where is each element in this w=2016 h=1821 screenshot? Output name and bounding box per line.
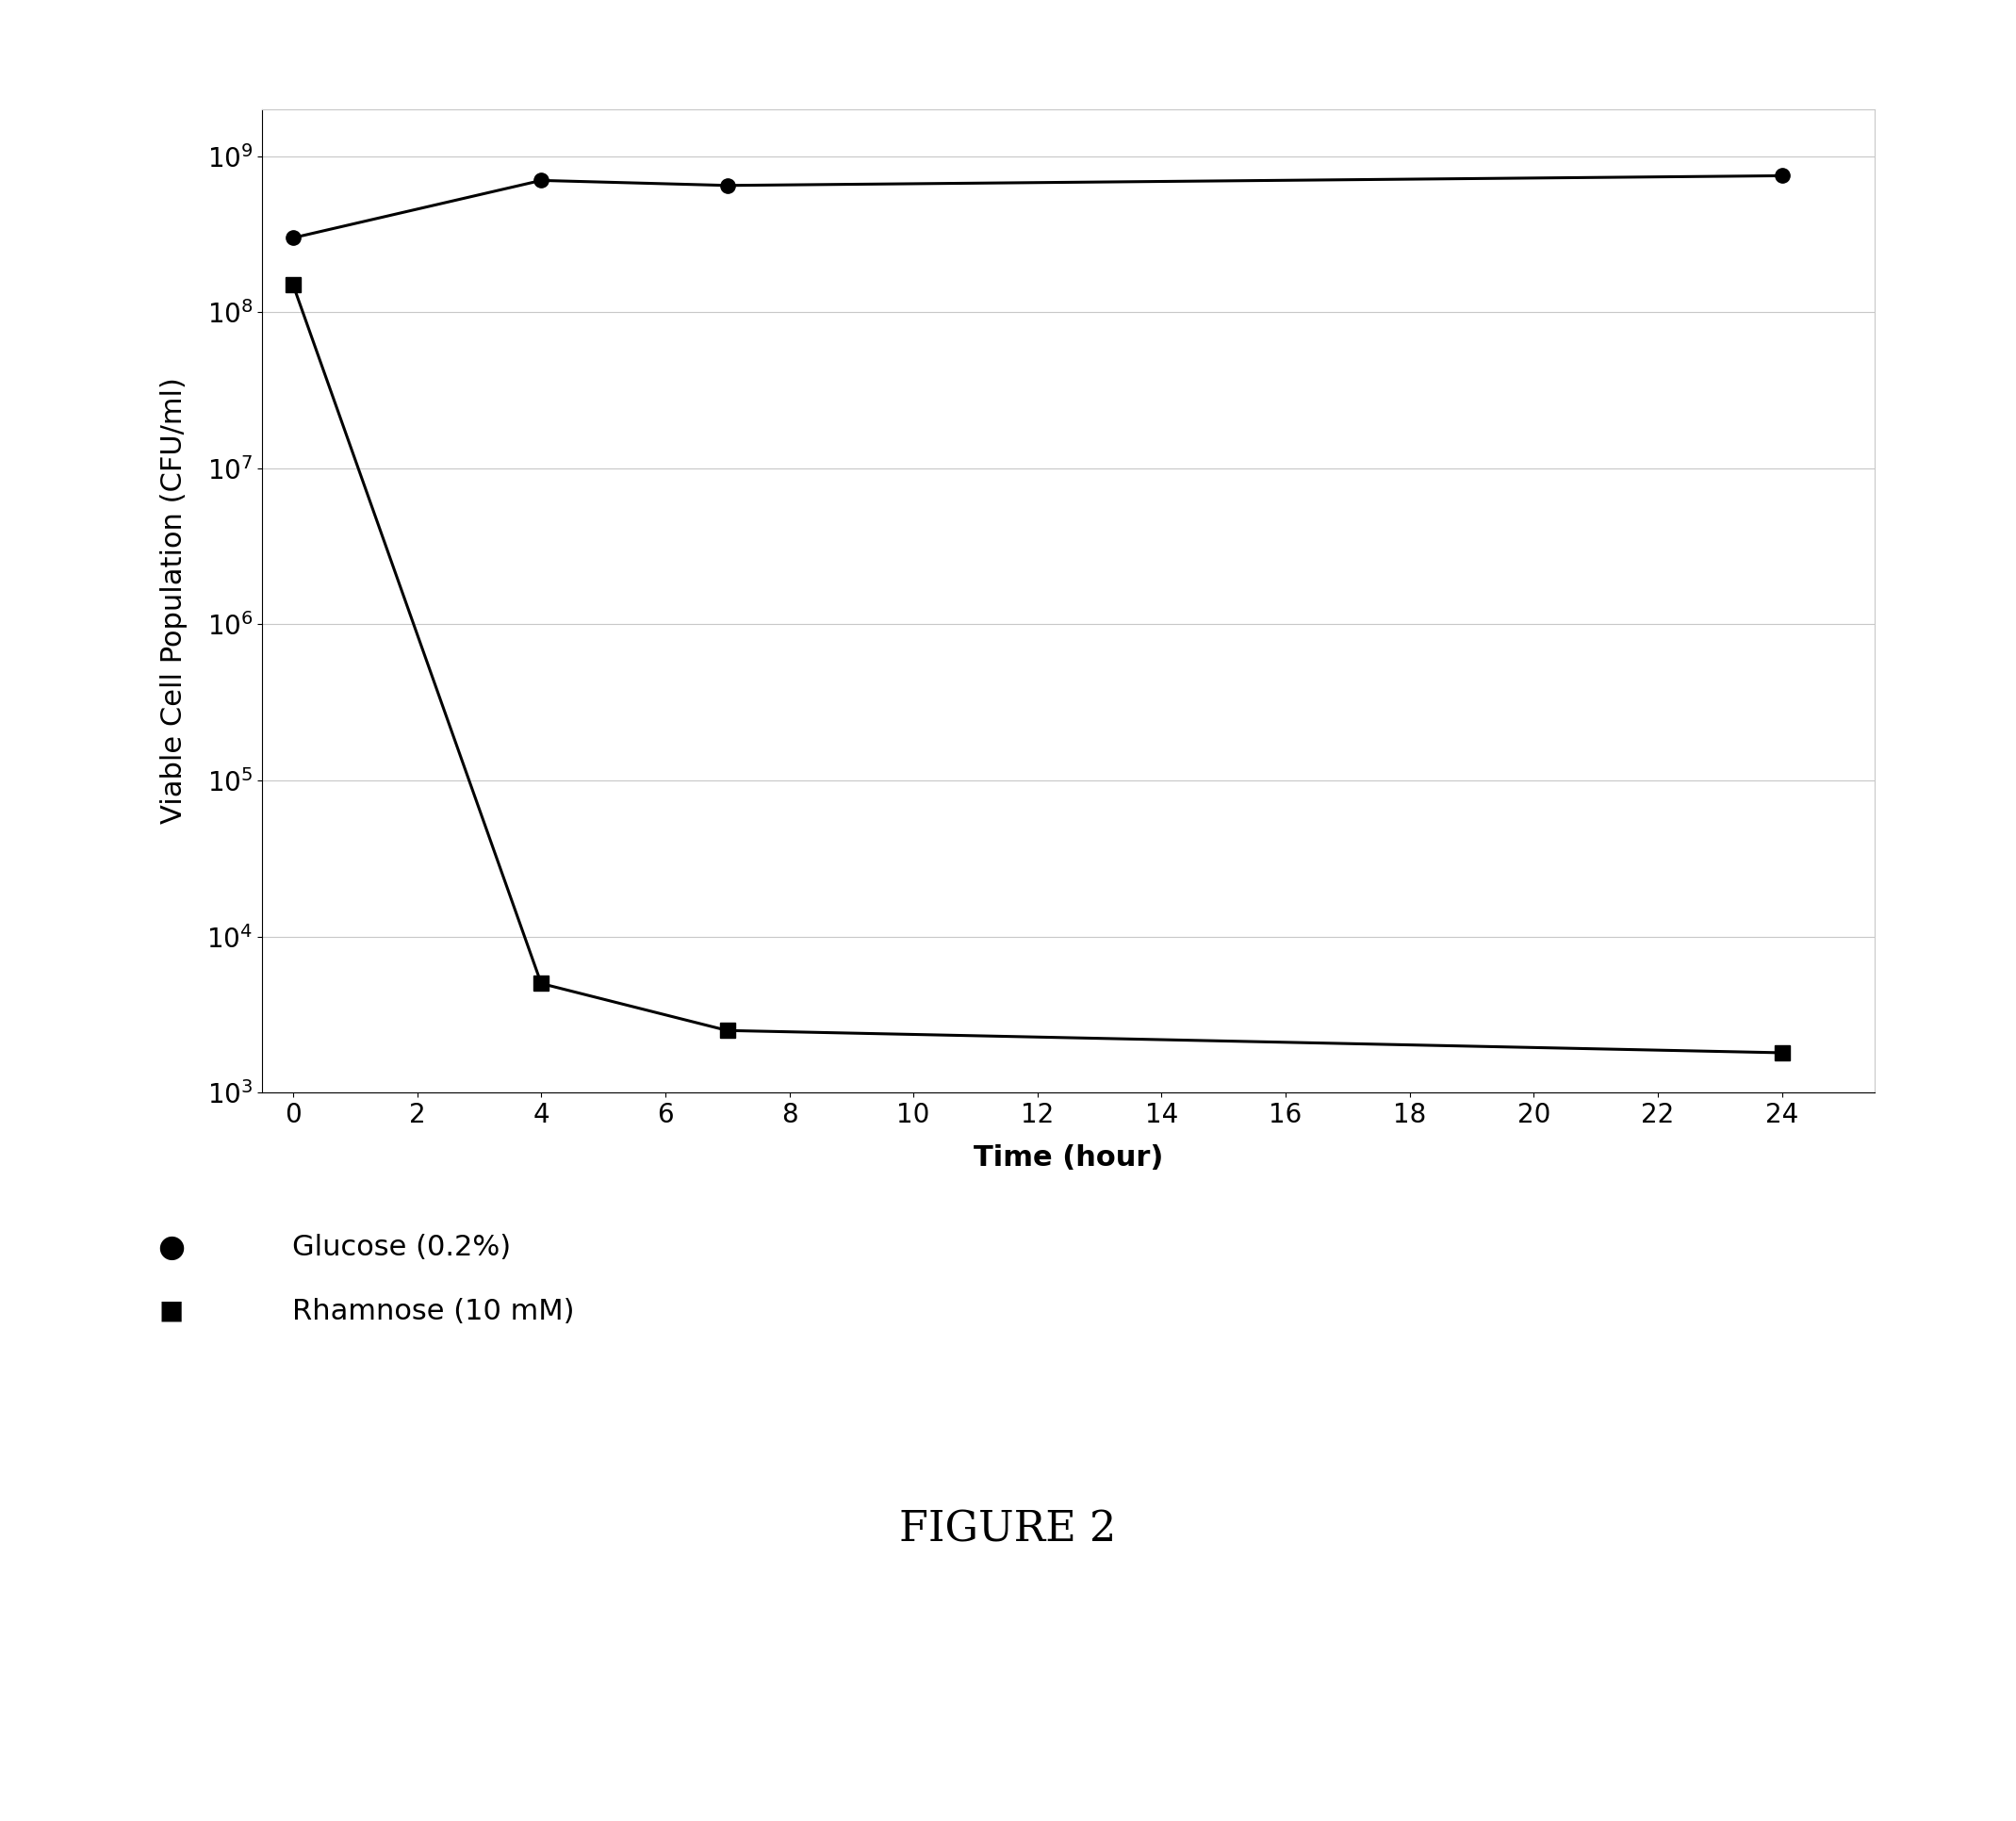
- Y-axis label: Viable Cell Population (CFU/ml): Viable Cell Population (CFU/ml): [159, 377, 187, 825]
- Line: Rhamnose (10 mM): Rhamnose (10 mM): [286, 277, 1788, 1060]
- Text: FIGURE 2: FIGURE 2: [899, 1510, 1117, 1550]
- Glucose (0.2%): [280, 228, 304, 249]
- Glucose (0.2%): [528, 169, 552, 191]
- Text: Rhamnose (10 mM): Rhamnose (10 mM): [292, 1297, 575, 1326]
- Rhamnose (10 mM): [280, 273, 304, 295]
- Rhamnose (10 mM): [716, 1020, 740, 1042]
- Text: ●: ●: [157, 1231, 185, 1264]
- Text: ■: ■: [159, 1298, 183, 1324]
- Text: Glucose (0.2%): Glucose (0.2%): [292, 1233, 512, 1262]
- Rhamnose (10 mM): [528, 972, 552, 994]
- Glucose (0.2%): [1770, 166, 1794, 188]
- Rhamnose (10 mM): [1770, 1042, 1794, 1063]
- X-axis label: Time (hour): Time (hour): [974, 1144, 1163, 1171]
- Glucose (0.2%): [716, 175, 740, 197]
- Line: Glucose (0.2%): Glucose (0.2%): [286, 169, 1788, 246]
